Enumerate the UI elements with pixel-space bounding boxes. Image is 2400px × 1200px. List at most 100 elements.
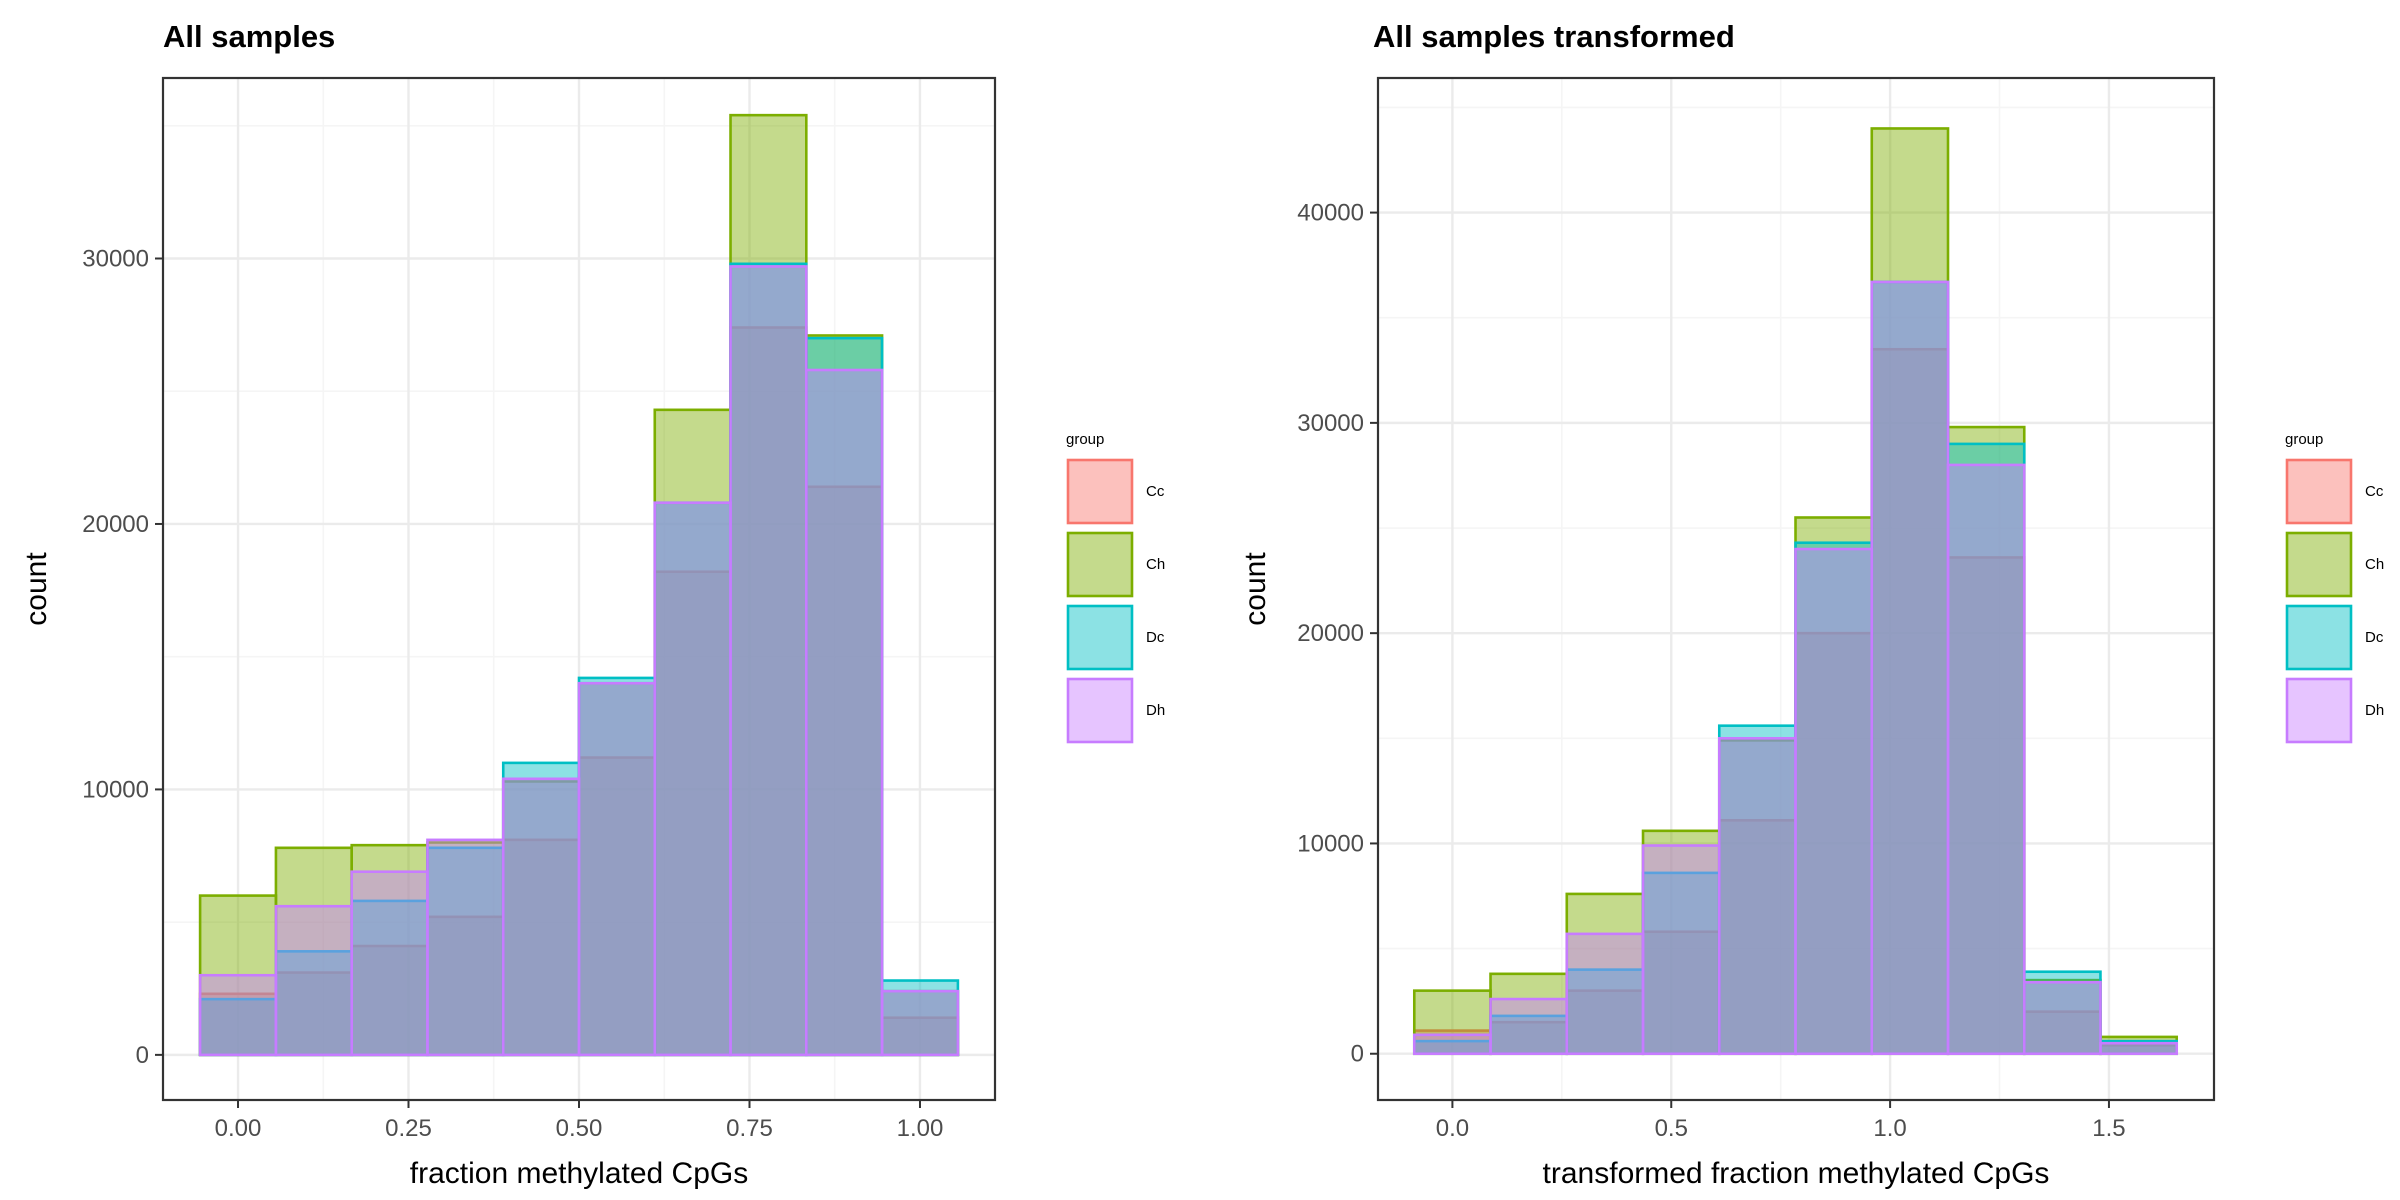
- bar-cc: [653, 570, 732, 1057]
- bar-ch: [1412, 989, 1492, 1056]
- bar-dh: [198, 973, 278, 1057]
- bar-ch: [501, 780, 581, 1057]
- legend: group Cc Ch Dc Dh: [2285, 431, 2384, 744]
- legend-key-swatch: [1066, 458, 1134, 525]
- legend-key-swatch: [1066, 531, 1134, 598]
- bar-dh: [1489, 997, 1569, 1056]
- x-axis-ticks: 0.0 0.5 1.0 1.5: [1436, 1100, 2126, 1142]
- bar-dc: [577, 676, 657, 1057]
- y-axis-label: count: [20, 552, 53, 626]
- bar-dh: [1565, 932, 1645, 1056]
- y-tick-label: 0: [136, 1042, 149, 1069]
- series-dc: [198, 262, 960, 1057]
- bar-dh: [1412, 1033, 1492, 1056]
- series-dh: [198, 265, 960, 1057]
- legend-item-cc: Cc: [2285, 458, 2384, 525]
- legend-key-background: [1066, 458, 1134, 525]
- bar-dh: [729, 265, 808, 1057]
- legend-key-background: [1066, 677, 1134, 744]
- legend-key-swatch: [2285, 677, 2353, 744]
- bar-dc: [2022, 970, 2102, 1056]
- x-tick-label: 0.5: [1655, 1115, 1688, 1142]
- bar-dh: [577, 681, 657, 1057]
- legend-key-swatch: [1066, 677, 1134, 744]
- bar-ch: [653, 408, 732, 1057]
- x-tick-label: 1.0: [1873, 1115, 1906, 1142]
- bar-dc: [274, 950, 354, 1057]
- chart-title: All samples: [163, 19, 335, 54]
- legend-label: Ch: [2365, 556, 2384, 573]
- legend-key-swatch: [2285, 458, 2353, 525]
- legend-key-background: [1066, 604, 1134, 671]
- bar-dc: [729, 262, 808, 1057]
- legend-key-background: [2285, 677, 2353, 744]
- bar-dc: [501, 761, 581, 1057]
- legend-item-dc: Dc: [2285, 604, 2384, 671]
- y-tick-label: 20000: [1297, 620, 1364, 647]
- y-tick-label: 10000: [82, 776, 149, 803]
- bar-dh: [501, 777, 581, 1057]
- legend-key-swatch: [1066, 604, 1134, 671]
- bar-cc: [577, 756, 657, 1057]
- chart-all-samples-transformed: All samples transformed 0 10000 20000 30000…: [1239, 19, 2384, 1190]
- bar-dh: [653, 501, 732, 1057]
- x-tick-label: 0.00: [215, 1115, 262, 1142]
- legend-item-dc: Dc: [1066, 604, 1165, 671]
- legend-title: group: [1066, 431, 1104, 448]
- legend-label: Cc: [1146, 483, 1165, 500]
- y-tick-label: 30000: [1297, 410, 1364, 437]
- legend-key-background: [2285, 531, 2353, 598]
- bar-cc: [804, 485, 884, 1057]
- legend: group Cc Ch Dc Dh: [1066, 431, 1165, 744]
- bar-dh: [274, 904, 354, 1057]
- bar-cc: [1565, 989, 1645, 1056]
- legend-item-dh: Dh: [2285, 677, 2384, 744]
- y-tick-label: 10000: [1297, 830, 1364, 857]
- legend-label: Ch: [1146, 556, 1165, 573]
- legend-item-ch: Ch: [2285, 531, 2384, 598]
- bar-dh: [350, 870, 429, 1057]
- bar-dc: [804, 336, 884, 1057]
- x-axis-ticks: 0.00 0.25 0.50 0.75 1.00: [215, 1100, 944, 1142]
- bar-dh: [1717, 737, 1797, 1056]
- legend-key-swatch: [2285, 604, 2353, 671]
- y-tick-label: 40000: [1297, 200, 1364, 227]
- x-tick-label: 0.0: [1436, 1115, 1469, 1142]
- bar-dh: [1641, 844, 1721, 1056]
- legend-key-background: [2285, 458, 2353, 525]
- chart-all-samples: All samples 0 10000 20000 30000 0.00 0.25 0.5…: [20, 19, 1165, 1190]
- x-tick-label: 1.00: [897, 1115, 944, 1142]
- bar-ch: [1641, 829, 1721, 1056]
- y-tick-label: 0: [1351, 1041, 1364, 1068]
- legend-label: Dh: [1146, 702, 1165, 719]
- bar-dh: [2099, 1041, 2179, 1056]
- bar-cc: [1870, 347, 1950, 1056]
- legend-label: Dc: [1146, 629, 1165, 646]
- bar-dh: [1870, 280, 1950, 1056]
- bar-ch: [1794, 516, 1874, 1056]
- bar-ch: [577, 681, 657, 1057]
- bar-dc: [426, 846, 505, 1057]
- y-axis-ticks: 0 10000 20000 30000 40000: [1297, 200, 1378, 1068]
- x-tick-label: 0.50: [556, 1115, 603, 1142]
- legend-key-background: [1066, 531, 1134, 598]
- bar-ch: [1946, 425, 2026, 1056]
- bar-dh: [1794, 547, 1874, 1056]
- legend-item-ch: Ch: [1066, 531, 1165, 598]
- bar-cc: [1946, 556, 2026, 1056]
- bar-dh: [2022, 980, 2102, 1056]
- legend-label: Dc: [2365, 629, 2384, 646]
- histogram-bars: [1412, 127, 2179, 1056]
- x-axis-label: transformed fraction methylated CpGs: [1543, 1157, 2050, 1190]
- x-axis-label: fraction methylated CpGs: [410, 1157, 748, 1190]
- y-axis-ticks: 0 10000 20000 30000: [82, 246, 163, 1069]
- chart-title: All samples transformed: [1373, 19, 1735, 54]
- legend-label: Cc: [2365, 483, 2384, 500]
- bar-cc: [1641, 930, 1721, 1056]
- y-axis-label: count: [1239, 552, 1272, 626]
- series-cc: [198, 326, 960, 1057]
- y-tick-label: 30000: [82, 246, 149, 273]
- legend-item-dh: Dh: [1066, 677, 1165, 744]
- legend-label: Dh: [2365, 702, 2384, 719]
